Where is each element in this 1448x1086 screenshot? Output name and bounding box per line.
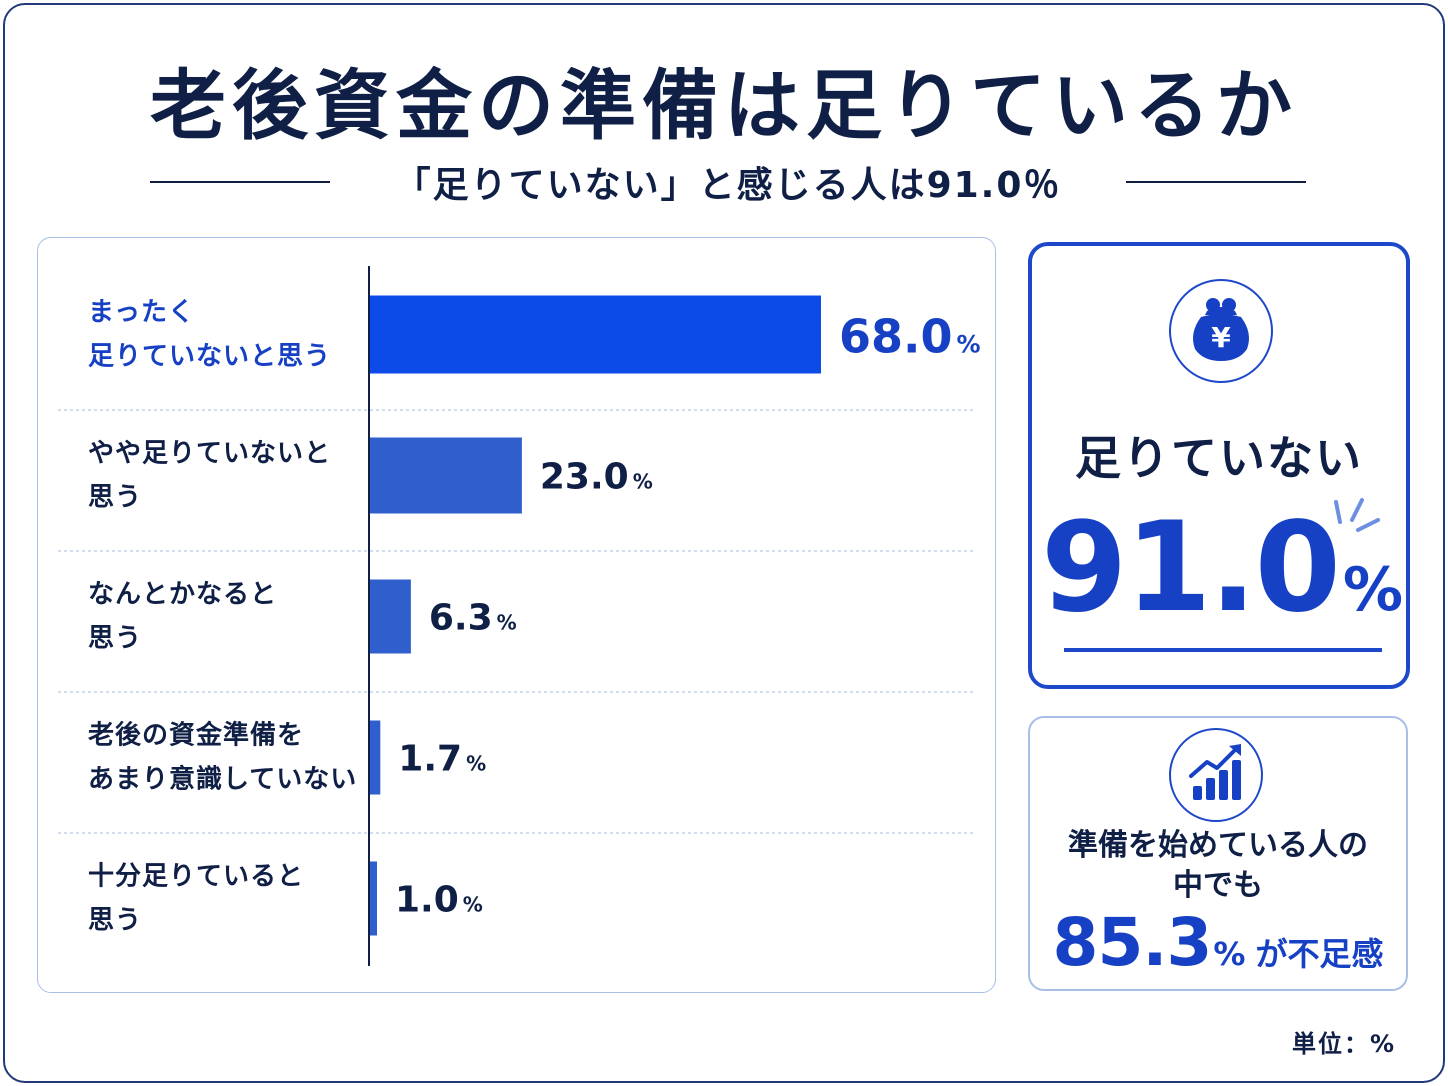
summary-label: 足りていない: [1075, 431, 1363, 485]
summary-card: ¥ 足りていない 91.0 %: [1028, 242, 1410, 689]
purse-yen-icon: ¥: [1169, 279, 1273, 383]
value-number: 23.0: [540, 457, 629, 498]
summary-unit: %: [1342, 555, 1404, 625]
value-unit: %: [497, 611, 517, 635]
bar-chart-panel: まったく足りていないと思う 68.0% やや足りていないと 思う 23.0% なんとかなる…: [37, 237, 996, 993]
value-label: 1.7%: [398, 739, 486, 780]
category-label: なんとかなると: [88, 580, 277, 610]
sub-card-line-2: 中でも: [1173, 868, 1263, 903]
bar: [369, 295, 821, 374]
value-label: 23.0%: [540, 457, 653, 498]
bar: [369, 720, 381, 795]
sub-card: 準備を始めている人の 中でも 85.3 % が不足感: [1028, 716, 1408, 991]
subtitle-row: 「足りていない」と感じる人は91.0％: [150, 158, 1306, 206]
value-unit: %: [463, 893, 483, 917]
sub-card-text: 準備を始めている人の 中でも: [1030, 826, 1406, 906]
growth-chart-glyph: [1189, 744, 1241, 800]
page-title: 老後資金の準備は足りているか: [150, 61, 1298, 150]
category-label: 思う: [88, 906, 142, 936]
summary-underline: [1064, 648, 1382, 652]
subtitle-rule-right: [1125, 181, 1306, 183]
summary-value-row: 91.0 %: [1041, 496, 1403, 640]
bar: [369, 861, 377, 936]
category-label: 老後の資金準備を: [88, 720, 304, 751]
value-number: 1.0: [395, 880, 459, 921]
category-label: 十分足りていると: [88, 862, 304, 892]
bar-chart-growth-icon: [1169, 728, 1263, 822]
value-number: 1.7: [398, 739, 462, 780]
sub-card-value: 85.3: [1052, 904, 1213, 981]
bar: [369, 437, 522, 514]
category-label: やや足りていないと: [88, 439, 331, 469]
category-label: まったく: [88, 298, 195, 328]
subtitle: 「足りていない」と感じる人は91.0％: [394, 165, 1062, 206]
category-label: あまり意識していない: [88, 764, 357, 795]
sub-card-unit: %: [1213, 935, 1246, 973]
subtitle-rule-left: [150, 181, 330, 183]
bar: [369, 579, 411, 654]
value-unit: %: [466, 752, 486, 776]
sub-card-value-row: 85.3 % が不足感: [1030, 904, 1406, 981]
purse-yen-glyph: ¥: [1193, 298, 1249, 361]
category-label: 足りていないと思う: [88, 342, 331, 372]
value-number: 68.0: [839, 310, 953, 364]
sparkle-icon: [1334, 498, 1380, 532]
sub-card-suffix: が不足感: [1255, 935, 1384, 973]
category-label: 思う: [88, 483, 142, 513]
svg-text:¥: ¥: [1211, 321, 1231, 354]
value-label: 68.0%: [839, 310, 981, 364]
category-label: 思う: [88, 624, 142, 654]
value-label: 6.3%: [429, 598, 517, 639]
summary-value: 91.0: [1040, 496, 1341, 640]
unit-note: 単位：%: [1291, 1030, 1396, 1058]
value-unit: %: [633, 470, 653, 494]
value-label: 1.0%: [395, 880, 483, 921]
value-number: 6.3: [429, 598, 493, 639]
sub-card-line-1: 準備を始めている人の: [1068, 828, 1368, 863]
value-unit: %: [957, 331, 981, 359]
